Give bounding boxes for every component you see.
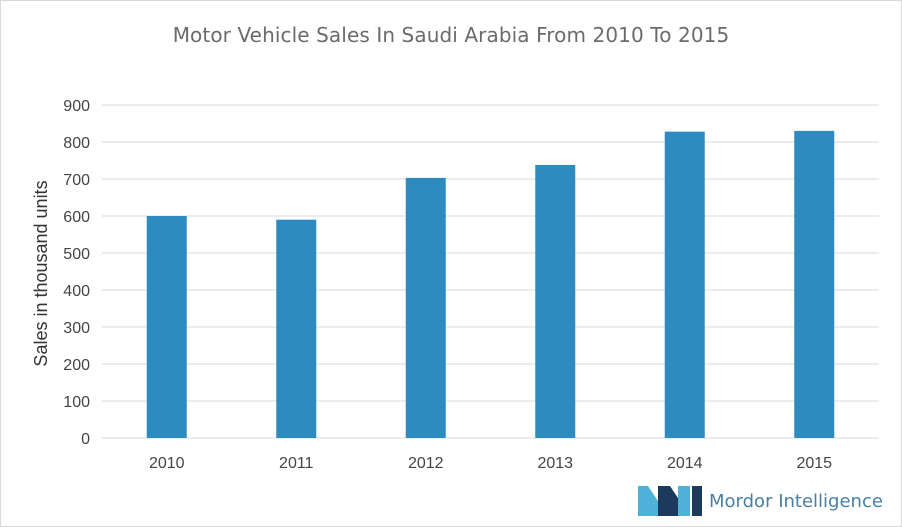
y-tick-label: 700 xyxy=(63,172,90,189)
bar-2014 xyxy=(664,131,705,438)
y-axis-ticks: 0 100 200 300 400 500 600 700 800 900 xyxy=(63,98,90,448)
y-tick-label: 300 xyxy=(63,320,90,337)
y-axis-title: Sales in thousand units xyxy=(31,180,51,366)
y-tick-label: 600 xyxy=(63,209,90,226)
gridlines xyxy=(102,104,879,439)
y-tick-label: 800 xyxy=(63,135,90,152)
y-tick-label: 900 xyxy=(63,98,90,115)
bar-2010 xyxy=(146,216,187,438)
x-tick-label: 2013 xyxy=(537,455,573,472)
y-tick-label: 0 xyxy=(81,431,90,448)
bar-2012 xyxy=(405,177,446,438)
bars xyxy=(146,130,835,438)
bar-2011 xyxy=(276,219,317,438)
y-tick-label: 200 xyxy=(63,357,90,374)
x-tick-label: 2012 xyxy=(408,455,444,472)
brand-name: Mordor Intelligence xyxy=(709,490,883,512)
x-tick-label: 2015 xyxy=(796,455,832,472)
chart-title: Motor Vehicle Sales In Saudi Arabia From… xyxy=(172,23,730,47)
x-tick-label: 2010 xyxy=(149,455,185,472)
mordor-logo-icon xyxy=(638,486,702,516)
brand-logo: Mordor Intelligence xyxy=(638,485,883,517)
bar-2015 xyxy=(794,130,835,438)
x-axis-ticks: 2010 2011 2012 2013 2014 2015 xyxy=(149,455,832,472)
y-tick-label: 500 xyxy=(63,246,90,263)
y-tick-label: 100 xyxy=(63,394,90,411)
x-tick-label: 2014 xyxy=(667,455,703,472)
x-tick-label: 2011 xyxy=(279,455,314,472)
bar-2013 xyxy=(535,164,576,438)
y-tick-label: 400 xyxy=(63,283,90,300)
